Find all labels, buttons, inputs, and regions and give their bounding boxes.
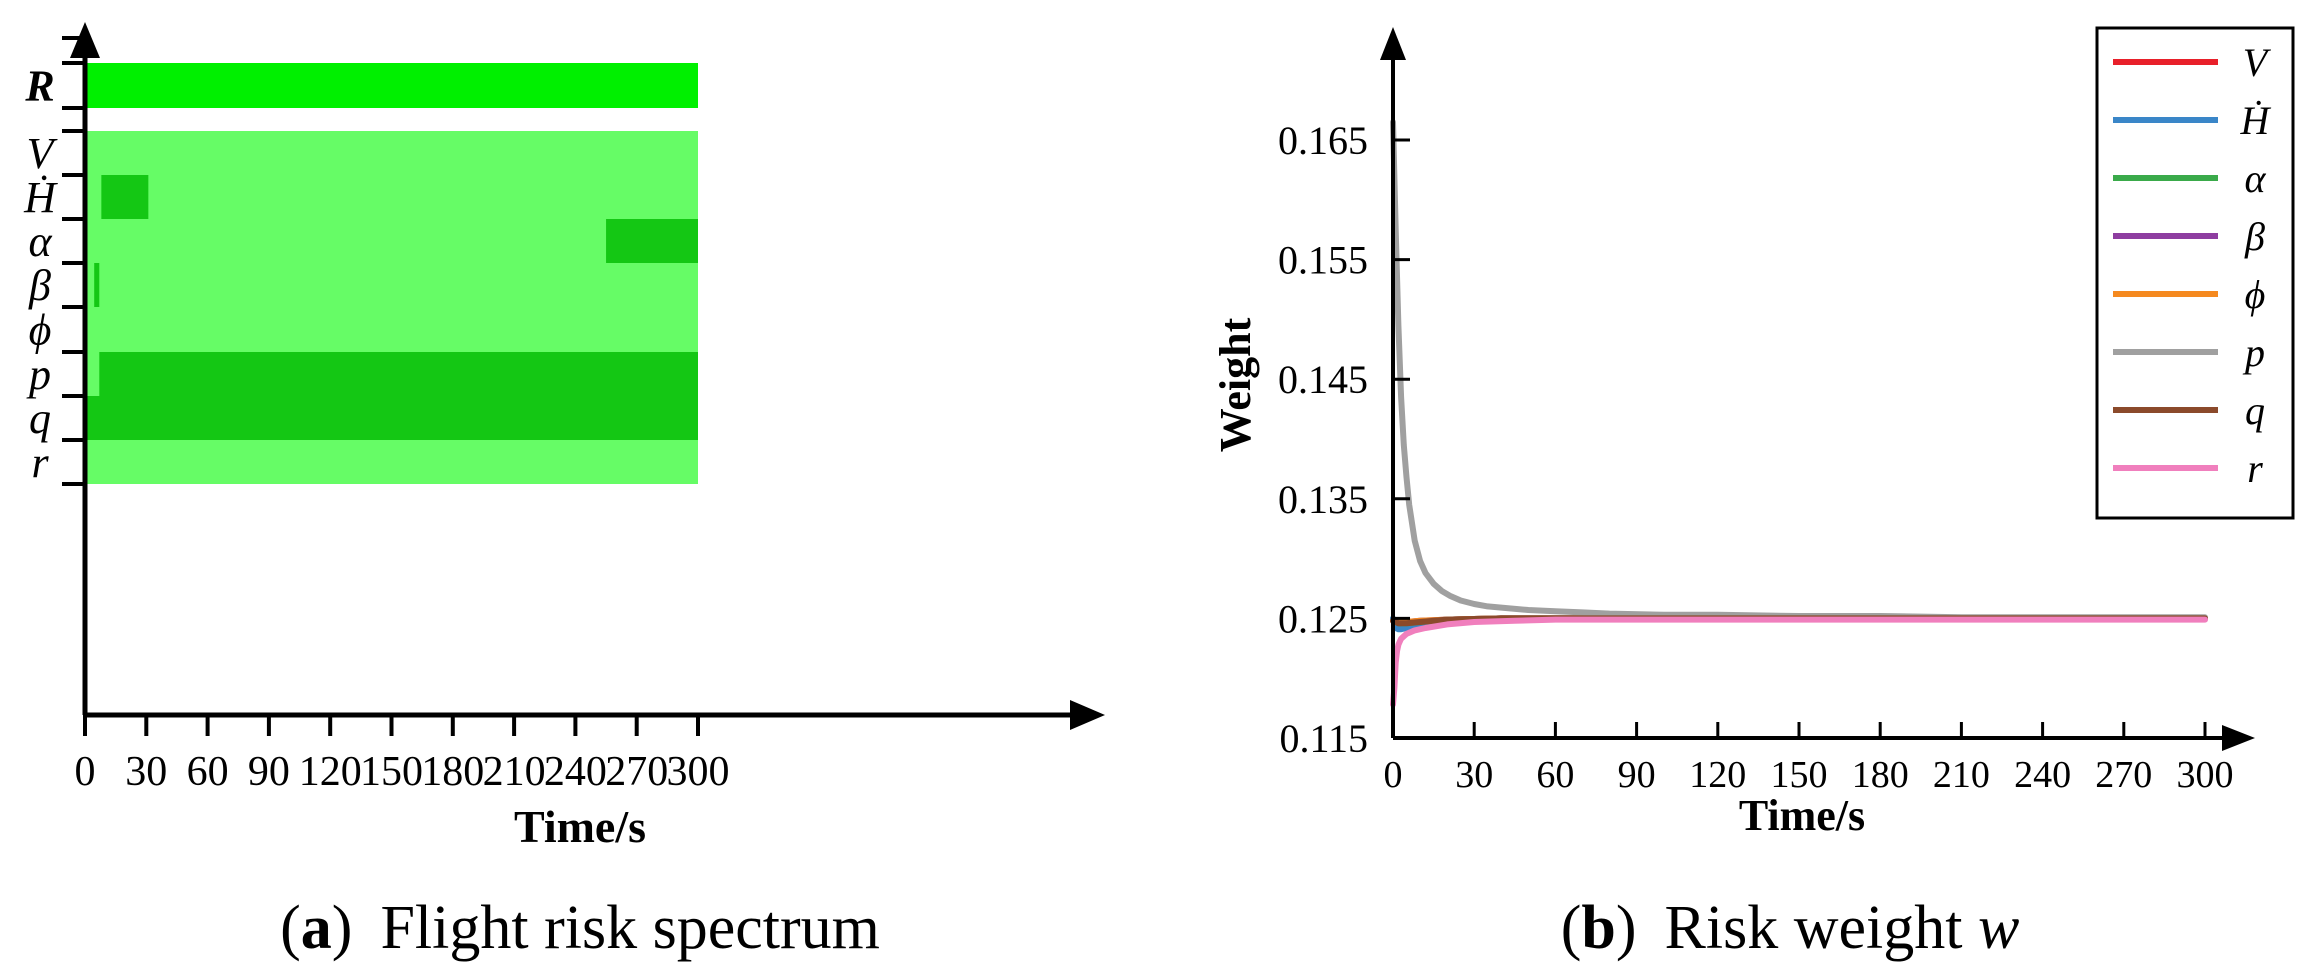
panel-b-x-ticks: 0 30 60 90 120 150 180 210 240 270 300 — [1384, 722, 2234, 796]
panel-b-y-ticks: 0.115 0.125 0.135 0.145 0.155 0.165 — [1278, 118, 1410, 761]
panel-b-x-tick-label: 180 — [1852, 754, 1909, 796]
panel-a-x-tick-label: 0 — [75, 749, 96, 795]
series-line — [1390, 119, 2208, 621]
panel-b-x-tick-label: 270 — [2095, 754, 2152, 796]
panel-a-x-tick-label: 150 — [360, 749, 423, 795]
spectrum-row-R — [85, 63, 698, 108]
panel-b-y-tick-label: 0.135 — [1278, 477, 1368, 522]
panel-a-x-axis-title: Time/s — [514, 801, 646, 852]
spectrum-cells — [85, 63, 698, 484]
panel-a-x-tick-label: 180 — [421, 749, 484, 795]
row-label: ϕ — [29, 306, 52, 355]
panel-a-x-tick-label: 120 — [299, 749, 362, 795]
row-label: V — [27, 129, 59, 178]
panel-b-y-tick-label: 0.125 — [1278, 596, 1368, 641]
legend-frame — [2095, 26, 2295, 520]
spectrum-row-var-5 — [85, 307, 698, 352]
legend-label: p — [2242, 330, 2265, 375]
panel-a-x-tick-label: 240 — [544, 749, 607, 795]
panel-b-x-arrowhead — [2222, 725, 2255, 751]
panel-b-y-tick-label: 0.115 — [1279, 716, 1368, 761]
legend-label: ϕ — [2245, 272, 2266, 317]
spectrum-row-var-3 — [85, 219, 698, 263]
legend-label: β — [2244, 214, 2265, 259]
panel-b-y-tick-label: 0.155 — [1278, 238, 1368, 283]
spectrum-row-var-2 — [85, 175, 698, 219]
panel-b-x-tick-label: 90 — [1618, 754, 1656, 796]
row-label: Ḣ — [23, 173, 58, 222]
legend-label: r — [2247, 446, 2263, 491]
panel-b-x-tick-label: 120 — [1689, 754, 1746, 796]
weight-series-lines — [1390, 119, 2208, 708]
panel-b-x-tick-label: 210 — [1933, 754, 1990, 796]
panel-b-x-tick-label: 30 — [1455, 754, 1493, 796]
panel-b-y-tick-label: 0.145 — [1278, 357, 1368, 402]
spectrum-row-var-8 — [85, 440, 698, 484]
spectrum-highlight — [606, 219, 698, 263]
panel-a-x-tick-label: 60 — [187, 749, 229, 795]
panel-b-x-tick-label: 0 — [1384, 754, 1403, 796]
panel-a-x-tick-label: 210 — [483, 749, 546, 795]
legend-label: α — [2245, 156, 2267, 201]
series-line — [1390, 616, 2208, 708]
panel-a-caption-letter: a — [301, 894, 332, 962]
legend-label: Ḣ — [2240, 98, 2272, 143]
legend-label: q — [2245, 388, 2265, 433]
panel-b-y-axis-title: Weight — [1211, 317, 1260, 452]
spectrum-highlight — [94, 263, 100, 307]
panel-a-caption-text: Flight risk spectrum — [380, 894, 879, 962]
panel-a-x-tick-label: 90 — [248, 749, 290, 795]
row-label: α — [28, 217, 52, 266]
panel-b-x-tick-label: 150 — [1771, 754, 1828, 796]
panel-b-risk-weight: 0.115 0.125 0.135 0.145 0.155 0.165 0 30 60 90 12… — [1211, 26, 2295, 962]
panel-b-x-tick-label: 60 — [1536, 754, 1574, 796]
panel-a-x-tick-label: 300 — [667, 749, 730, 795]
panel-a-x-tick-label: 270 — [605, 749, 668, 795]
panel-b-caption-symbol: w — [1978, 894, 2019, 962]
panel-b-y-arrowhead — [1380, 27, 1406, 60]
panel-b-x-tick-label: 300 — [2177, 754, 2234, 796]
spectrum-row-var-1 — [85, 131, 698, 175]
row-label: p — [26, 350, 51, 399]
spectrum-highlight — [99, 352, 698, 396]
panel-b-caption-text: Risk weight — [1664, 894, 1977, 962]
panel-b-axes — [1380, 27, 2255, 751]
legend-label: V — [2243, 40, 2272, 85]
panel-a-x-arrowhead — [1070, 700, 1105, 730]
panel-b-x-axis-title: Time/s — [1739, 791, 1865, 840]
panel-a-caption: (a) Flight risk spectrum — [280, 894, 880, 962]
row-label: r — [31, 438, 49, 487]
row-label: β — [28, 261, 51, 310]
panel-a-y-ticks — [62, 36, 85, 486]
row-label: R — [24, 62, 54, 111]
spectrum-highlight — [85, 396, 698, 440]
spectrum-row-var-4 — [85, 263, 698, 307]
panel-b-caption-letter: b — [1581, 894, 1615, 962]
panel-b-x-tick-label: 240 — [2014, 754, 2071, 796]
panel-b-caption: (b) Risk weight w — [1561, 894, 2020, 962]
row-label: q — [29, 394, 51, 443]
panel-b-y-tick-label: 0.165 — [1278, 118, 1368, 163]
spectrum-highlight — [101, 175, 149, 219]
panel-a-x-tick-label: 30 — [125, 749, 167, 795]
